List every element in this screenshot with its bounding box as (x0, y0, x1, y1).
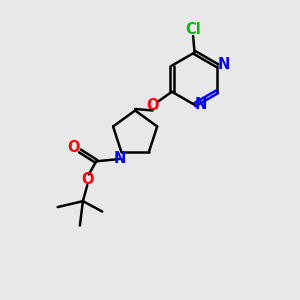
Text: O: O (81, 172, 94, 187)
Text: Cl: Cl (185, 22, 201, 37)
Text: N: N (218, 58, 230, 73)
Text: N: N (195, 97, 207, 112)
Text: N: N (114, 152, 126, 166)
Text: O: O (146, 98, 159, 112)
Text: O: O (67, 140, 80, 155)
